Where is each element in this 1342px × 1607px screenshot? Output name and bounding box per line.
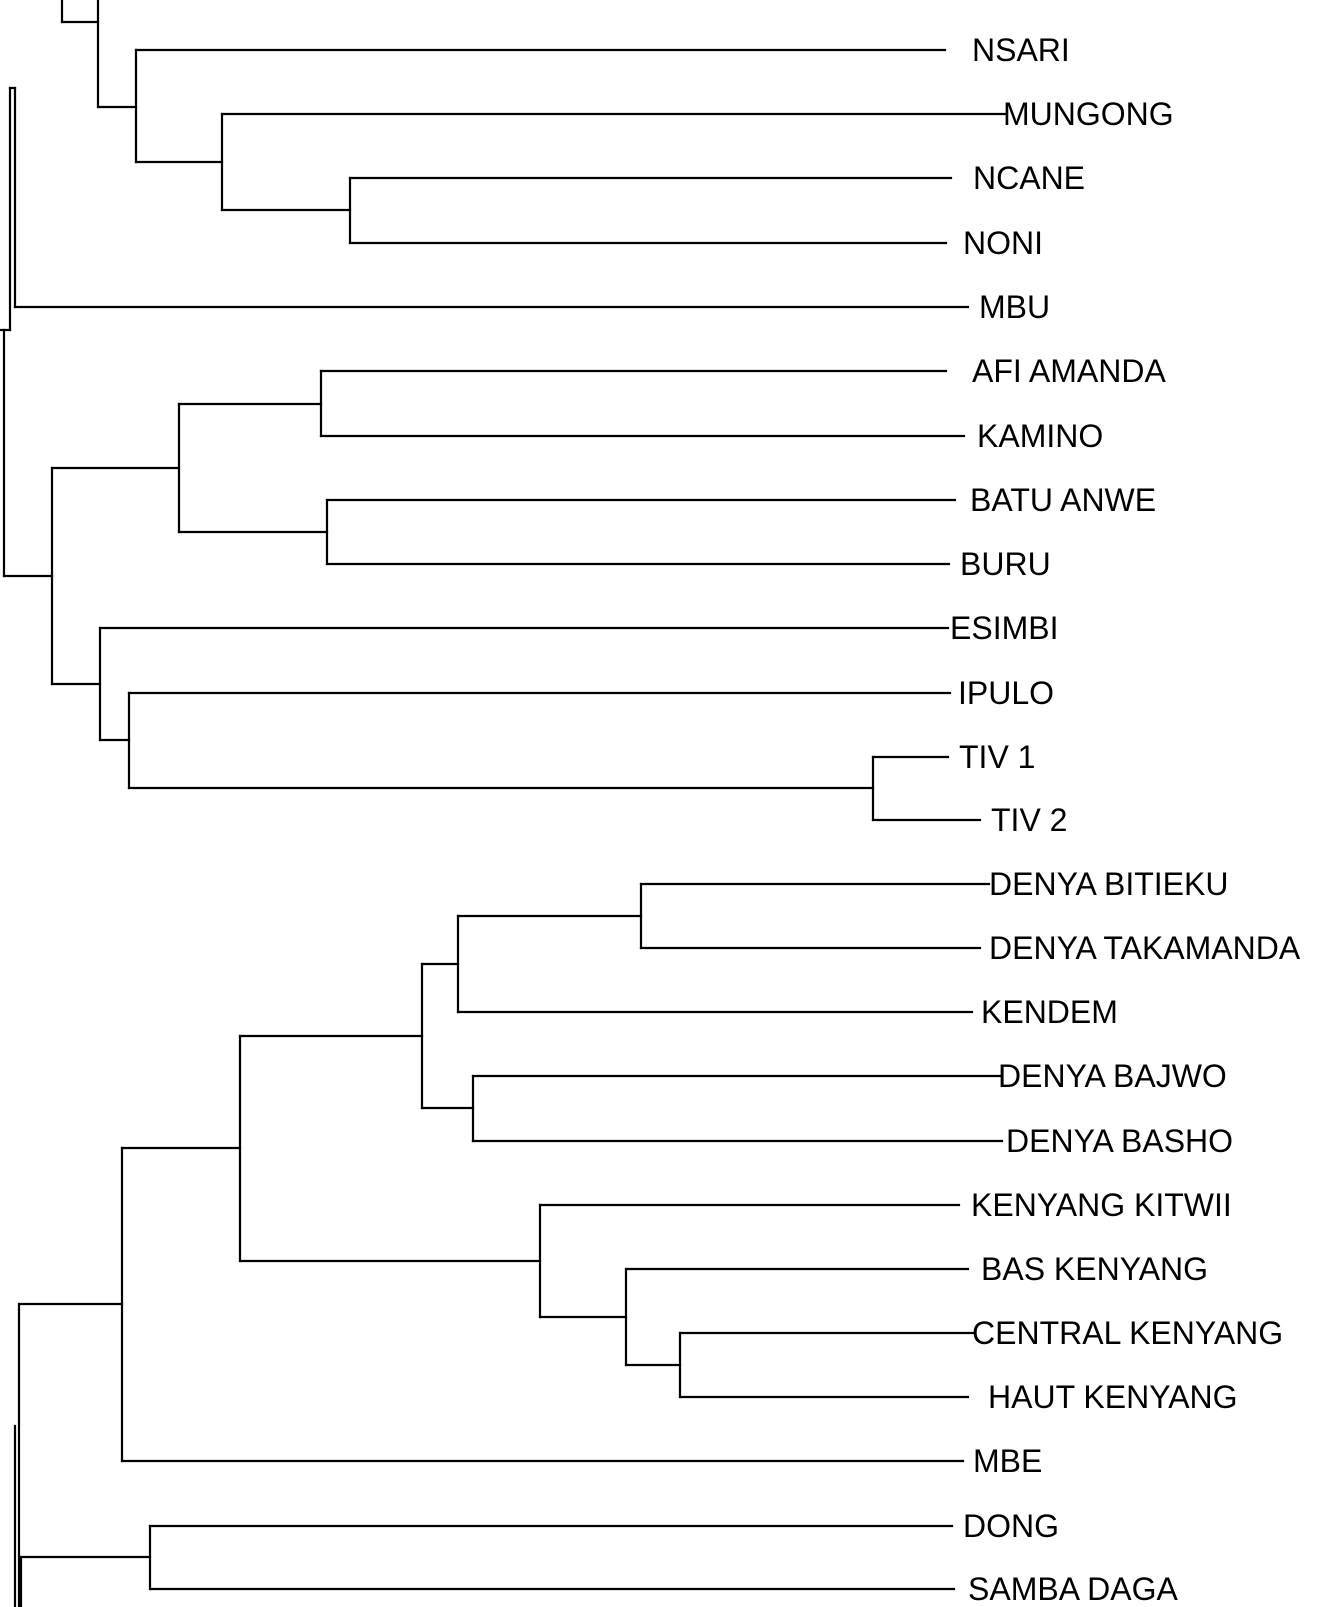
leaf-label: CENTRAL KENYANG: [972, 1315, 1283, 1351]
leaf-label: KAMINO: [977, 418, 1103, 454]
dendrogram-branches: [0, 0, 1007, 1607]
leaf-label: IPULO: [958, 675, 1054, 711]
leaf-label: KENYANG KITWII: [971, 1187, 1232, 1223]
leaf-label: NONI: [963, 225, 1043, 261]
dendrogram-leaf-labels: NSARI MUNGONG NCANE NONI MBU AFI AMANDA KAMINO…: [950, 32, 1301, 1607]
leaf-label: MBE: [973, 1443, 1042, 1479]
leaf-label: AFI AMANDA: [972, 353, 1166, 389]
leaf-label: MUNGONG: [1003, 96, 1174, 132]
leaf-label: SAMBA DAGA: [968, 1571, 1179, 1607]
leaf-label: DENYA BAJWO: [998, 1058, 1227, 1094]
leaf-label: TIV 1: [959, 739, 1035, 775]
leaf-label: ESIMBI: [950, 610, 1058, 646]
leaf-label: BATU ANWE: [970, 482, 1156, 518]
leaf-label: TIV 2: [991, 802, 1067, 838]
leaf-label: DENYA BITIEKU: [989, 866, 1228, 902]
leaf-label: DENYA TAKAMANDA: [989, 930, 1301, 966]
leaf-label: HAUT KENYANG: [988, 1379, 1238, 1415]
leaf-label: NCANE: [973, 160, 1085, 196]
leaf-label: DENYA BASHO: [1006, 1123, 1233, 1159]
leaf-label: DONG: [963, 1508, 1059, 1544]
leaf-label: BAS KENYANG: [981, 1251, 1208, 1287]
leaf-label: KENDEM: [981, 994, 1118, 1030]
leaf-label: MBU: [979, 289, 1050, 325]
leaf-label: NSARI: [972, 32, 1070, 68]
leaf-label: BURU: [960, 546, 1051, 582]
